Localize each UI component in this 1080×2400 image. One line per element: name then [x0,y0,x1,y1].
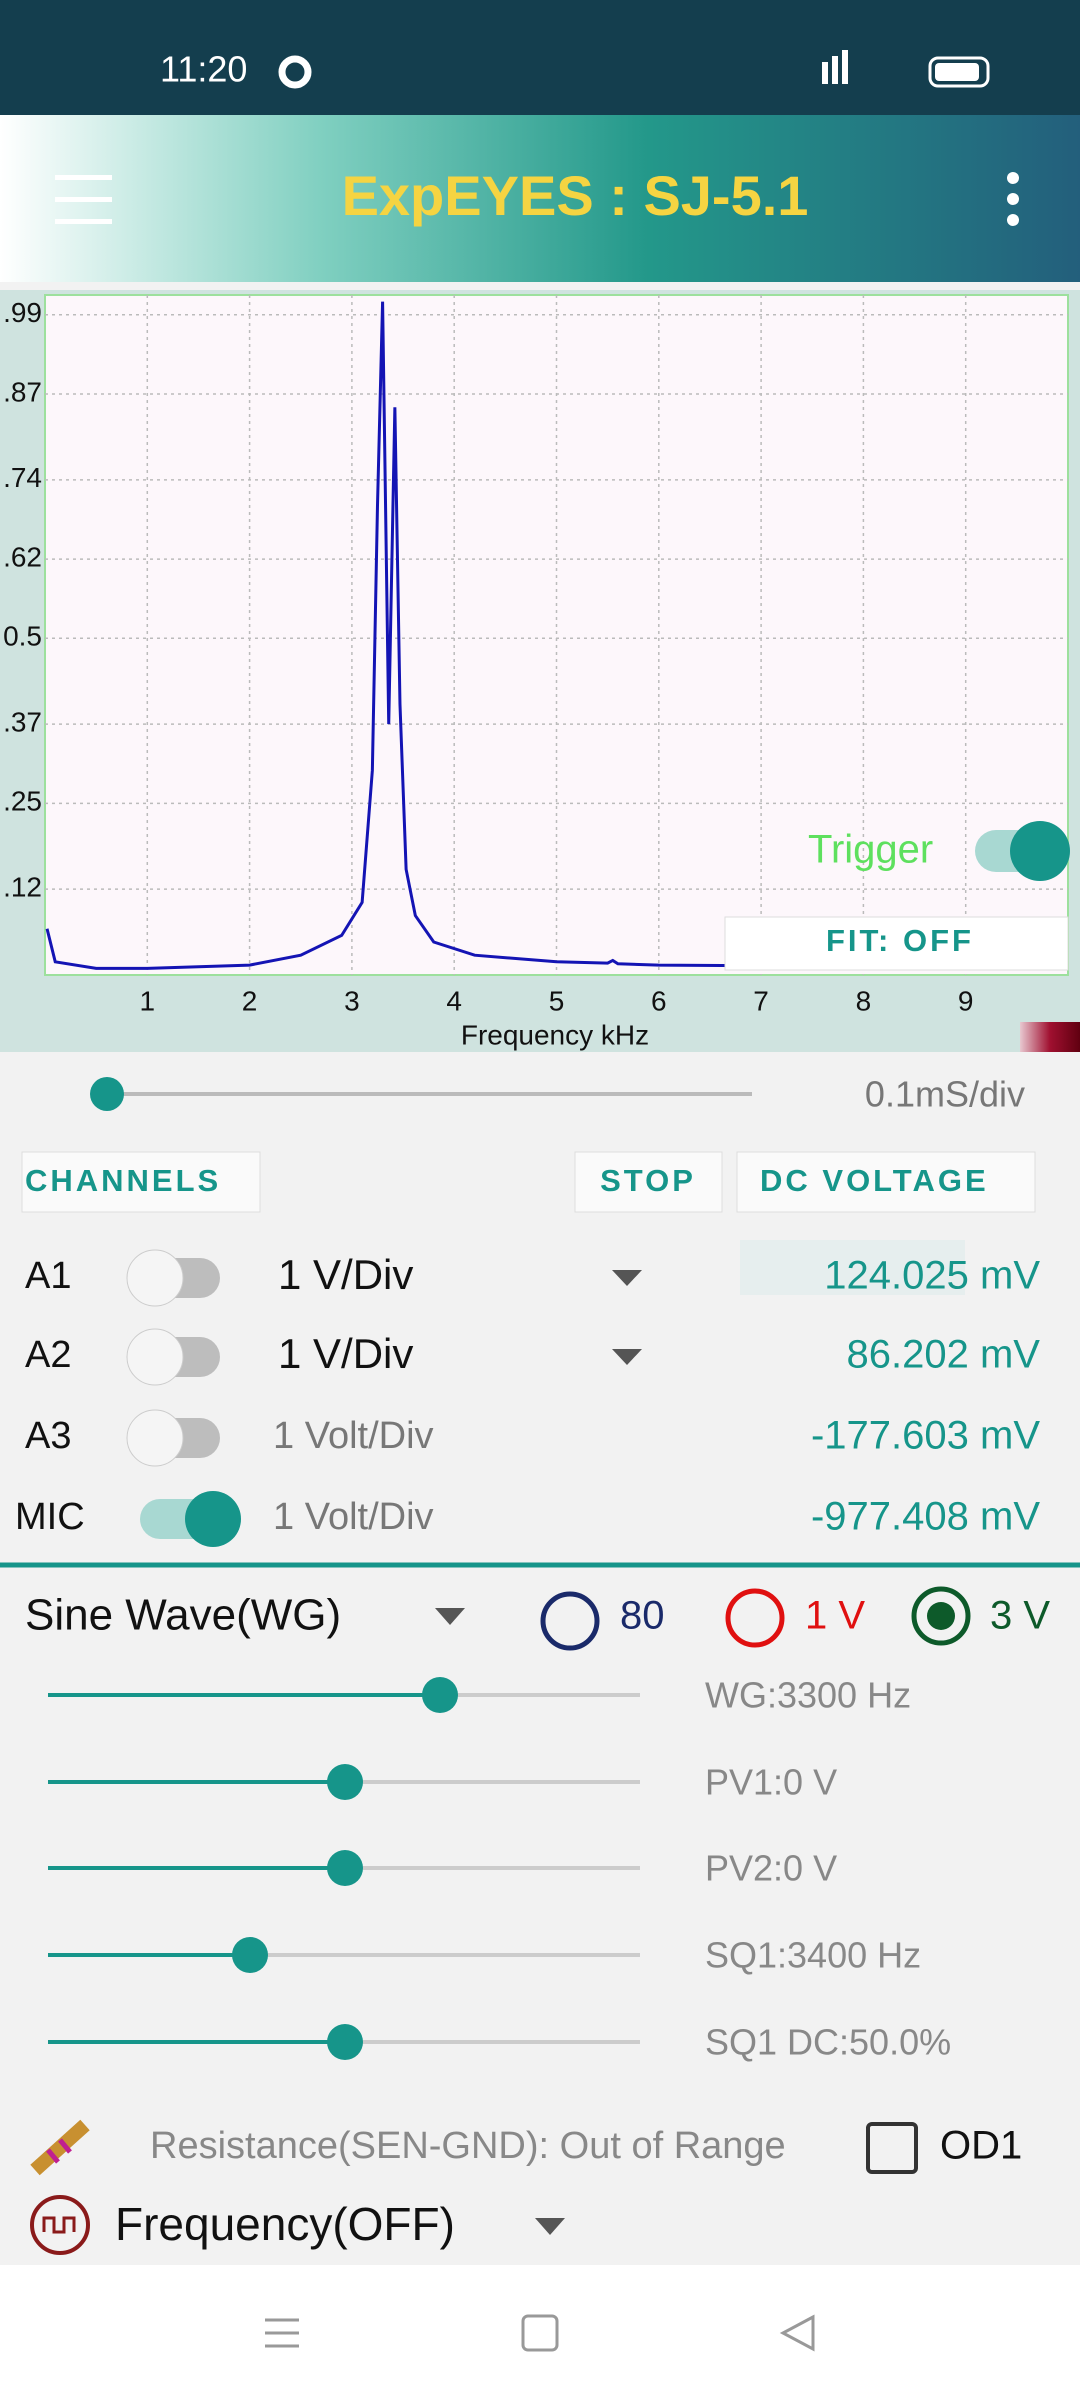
y-tick-label: 0.5 [3,621,42,652]
slider-knob[interactable] [327,1850,363,1886]
x-tick-label: 8 [856,985,872,1016]
clock: 11:20 [160,49,247,90]
trigger-switch[interactable] [975,821,1070,881]
frequency-icon [30,2195,90,2255]
x-tick-label: 9 [958,985,974,1016]
status-icons [278,50,990,89]
spectrum-line [45,301,1069,970]
x-tick-label: 4 [446,985,462,1016]
resistance-status: Resistance(SEN-GND): Out of Range [150,2125,786,2167]
channel-reading: 86.202 mV [847,1333,1041,1377]
slider-list: WG:3300 Hz PV1:0 V PV2:0 V SQ1:3400 Hz SQ1 D… [48,1675,951,2063]
channel-range[interactable]: 1 V/Div [278,1251,413,1298]
button-label: DC VOLTAGE [760,1163,989,1198]
switch-thumb [126,1328,184,1386]
dropdown-arrow [612,1349,642,1365]
channel-list: A1 1 V/Div 124.025 mV A2 1 V/Div 86.202 mV A3 1… [15,1249,1041,1547]
y-tick-label: .87 [3,376,42,407]
y-tick-label: .62 [3,541,42,572]
waveform-select[interactable]: Sine Wave(WG) [25,1591,341,1640]
channel-name: MIC [15,1496,85,1538]
stop-button[interactable]: STOP [574,1151,723,1213]
slider-label: SQ1:3400 Hz [705,1935,921,1976]
y-tick-label: .99 [3,297,42,328]
slider-knob[interactable] [232,1937,268,1973]
reading-highlight [740,1240,965,1295]
switch-thumb [126,1409,184,1467]
dc-voltage-button[interactable]: DC VOLTAGE [736,1151,1036,1213]
radio-dot [927,1602,955,1630]
radio-label: 1 V [805,1594,865,1638]
channel-name: A3 [25,1415,71,1457]
channel-name: A2 [25,1334,71,1376]
x-tick-label: 6 [651,985,667,1016]
menu-button[interactable] [55,175,112,224]
app-title: ExpEYES : SJ-5.1 [342,164,809,227]
switch-thumb [126,1249,184,1307]
switch-thumb [185,1491,241,1547]
y-tick-label: .74 [3,462,42,493]
frequency-select[interactable]: Frequency(OFF) [115,2198,455,2250]
slider-label: PV2:0 V [705,1848,837,1889]
nav-bar [0,2265,1080,2400]
plot-area [44,294,1069,976]
app-bar [0,115,1080,282]
button-label: STOP [600,1163,696,1198]
slider-knob[interactable] [422,1677,458,1713]
channels-button[interactable]: CHANNELS [21,1151,261,1213]
channel-reading: 124.025 mV [824,1254,1040,1298]
slider-label: WG:3300 Hz [705,1675,911,1716]
x-tick-label: 3 [344,985,360,1016]
dropdown-arrow [612,1270,642,1286]
od1-checkbox[interactable] [866,2122,918,2174]
slider-knob[interactable] [327,2024,363,2060]
corner-marker [1020,1022,1080,1052]
slider-label: PV1:0 V [705,1762,837,1803]
dropdown-arrow [535,2218,565,2235]
channel-range[interactable]: 1 V/Div [278,1330,413,1377]
y-tick-label: .37 [3,707,42,738]
fit-label: FIT: OFF [826,923,974,958]
radio[interactable] [911,1586,971,1646]
button-label: CHANNELS [25,1163,221,1198]
channel-range[interactable]: 1 Volt/Div [273,1496,434,1538]
radio[interactable] [725,1588,785,1648]
overflow-menu[interactable] [1007,172,1019,226]
x-tick-label: 2 [242,985,258,1016]
y-tick-label: .25 [3,786,42,817]
od1-label: OD1 [940,2124,1022,2168]
trigger-label: Trigger [808,828,933,872]
dropdown-arrow [435,1608,465,1625]
timebase: 0.1mS/div [865,1074,1025,1115]
chart: 1 2 3 4 5 6 7 8 9 .99 .87 .74 .62 0.5 .37 .25 .12 [3,295,1069,1016]
channel-reading: -177.603 mV [811,1414,1040,1458]
nav-buttons[interactable] [265,2314,815,2352]
x-tick-label: 7 [753,985,769,1016]
slider-knob[interactable] [327,1764,363,1800]
radio[interactable] [540,1591,600,1651]
x-tick-label: 5 [549,985,565,1016]
channel-name: A1 [25,1255,71,1297]
radio-label: 80 [620,1594,665,1638]
channel-reading: -977.408 mV [811,1495,1040,1539]
fit-button[interactable]: FIT: OFF [724,916,1069,971]
x-tick-label: 1 [140,985,156,1016]
resistor-icon [30,2119,90,2176]
slider-label: SQ1 DC:50.0% [705,2022,951,2063]
status-bar [0,0,1080,115]
x-axis-label: Frequency kHz [461,1019,649,1050]
y-tick-label: .12 [3,872,42,903]
channel-range[interactable]: 1 Volt/Div [273,1415,434,1457]
timebase-knob[interactable] [90,1077,124,1111]
radio-label: 3 V [990,1594,1050,1638]
